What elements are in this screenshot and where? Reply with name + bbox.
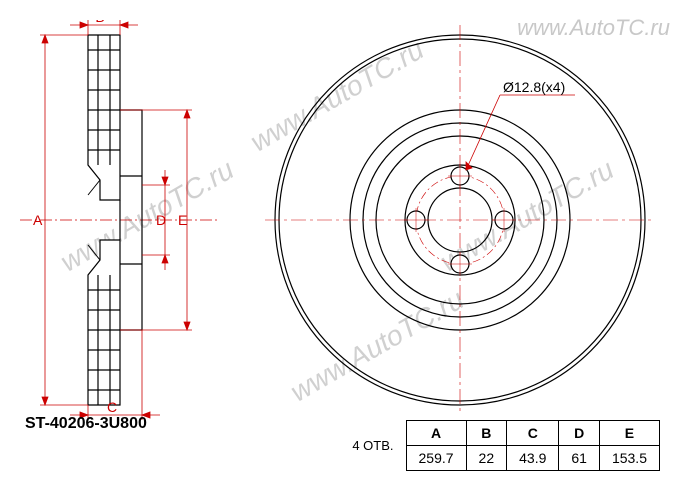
- dimensions-table: 4 ОТВ. A B C D E 259.7 22 43.9 61 153.5: [340, 420, 660, 471]
- col-e: E: [599, 421, 659, 446]
- hole-spec-label: Ø12.8(x4): [503, 79, 565, 95]
- col-b: B: [466, 421, 507, 446]
- side-view: A B C D: [20, 20, 220, 420]
- dim-d-label: D: [156, 212, 166, 228]
- val-b: 22: [466, 446, 507, 471]
- val-d: 61: [559, 446, 600, 471]
- front-view: Ø12.8(x4): [260, 20, 660, 420]
- val-e: 153.5: [599, 446, 659, 471]
- dim-a-label: A: [33, 212, 43, 228]
- part-number: ST-40206-3U800: [25, 415, 147, 433]
- col-c: C: [507, 421, 559, 446]
- dim-e-label: E: [178, 212, 187, 228]
- col-d: D: [559, 421, 600, 446]
- diagram-container: A B C D: [0, 0, 700, 501]
- dim-b-label: B: [95, 20, 104, 25]
- col-a: A: [406, 421, 466, 446]
- val-c: 43.9: [507, 446, 559, 471]
- holes-count: 4 ОТВ.: [340, 421, 406, 471]
- val-a: 259.7: [406, 446, 466, 471]
- dim-c-label: C: [107, 399, 117, 415]
